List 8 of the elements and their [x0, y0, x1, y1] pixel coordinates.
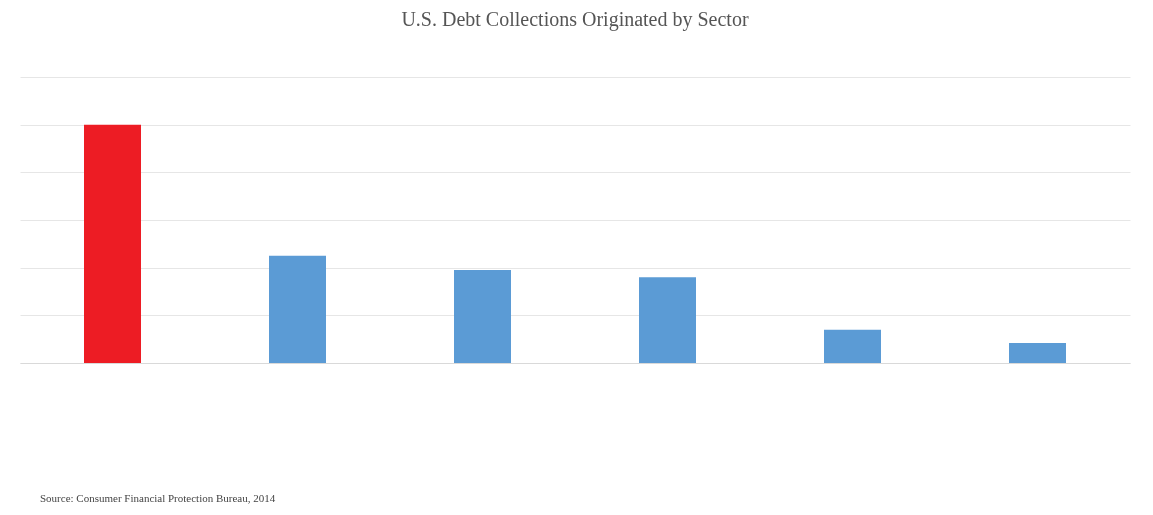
bar	[454, 270, 511, 363]
bar	[639, 277, 696, 363]
bar	[269, 255, 326, 363]
bar	[84, 124, 141, 363]
bar	[1009, 342, 1066, 363]
bar	[824, 329, 881, 363]
source-note: Source: Consumer Financial Protection Bureau, 2014	[40, 492, 276, 504]
chart-title: U.S. Debt Collections Originated by Sector	[401, 8, 749, 31]
